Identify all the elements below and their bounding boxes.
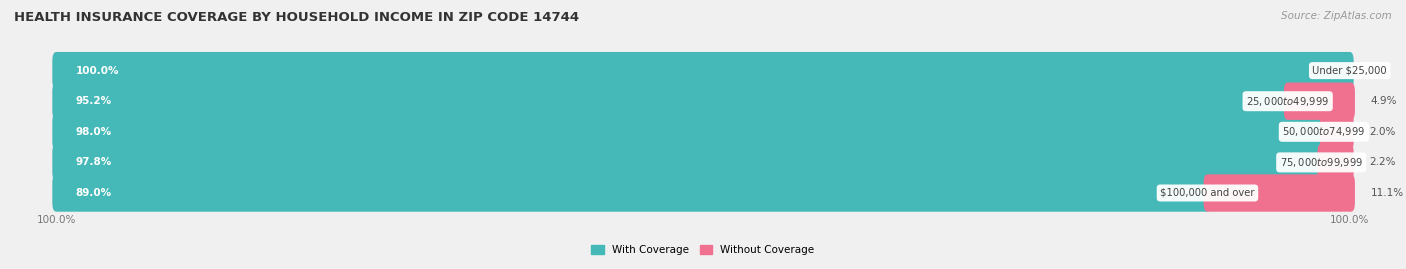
FancyBboxPatch shape — [52, 174, 1212, 212]
FancyBboxPatch shape — [52, 83, 1292, 120]
FancyBboxPatch shape — [52, 113, 1327, 150]
FancyBboxPatch shape — [52, 52, 1354, 89]
Text: 97.8%: 97.8% — [76, 157, 112, 167]
Text: HEALTH INSURANCE COVERAGE BY HOUSEHOLD INCOME IN ZIP CODE 14744: HEALTH INSURANCE COVERAGE BY HOUSEHOLD I… — [14, 11, 579, 24]
FancyBboxPatch shape — [52, 113, 1354, 150]
Text: 100.0%: 100.0% — [76, 66, 120, 76]
Text: 95.2%: 95.2% — [76, 96, 111, 106]
FancyBboxPatch shape — [52, 52, 1354, 89]
FancyBboxPatch shape — [1204, 174, 1355, 212]
Legend: With Coverage, Without Coverage: With Coverage, Without Coverage — [588, 241, 818, 259]
FancyBboxPatch shape — [52, 144, 1354, 181]
Text: Source: ZipAtlas.com: Source: ZipAtlas.com — [1281, 11, 1392, 21]
FancyBboxPatch shape — [52, 144, 1326, 181]
Text: 2.2%: 2.2% — [1369, 157, 1396, 167]
FancyBboxPatch shape — [1284, 83, 1355, 120]
FancyBboxPatch shape — [1317, 144, 1354, 181]
Text: 89.0%: 89.0% — [76, 188, 111, 198]
Text: $75,000 to $99,999: $75,000 to $99,999 — [1279, 156, 1362, 169]
FancyBboxPatch shape — [52, 83, 1354, 120]
Text: $25,000 to $49,999: $25,000 to $49,999 — [1246, 95, 1329, 108]
Text: 98.0%: 98.0% — [76, 127, 111, 137]
Text: 2.0%: 2.0% — [1369, 127, 1396, 137]
Text: Under $25,000: Under $25,000 — [1312, 66, 1388, 76]
FancyBboxPatch shape — [1320, 113, 1354, 150]
Text: 4.9%: 4.9% — [1371, 96, 1398, 106]
Text: $100,000 and over: $100,000 and over — [1160, 188, 1254, 198]
FancyBboxPatch shape — [52, 174, 1354, 212]
Text: $50,000 to $74,999: $50,000 to $74,999 — [1282, 125, 1365, 138]
Text: 11.1%: 11.1% — [1371, 188, 1403, 198]
